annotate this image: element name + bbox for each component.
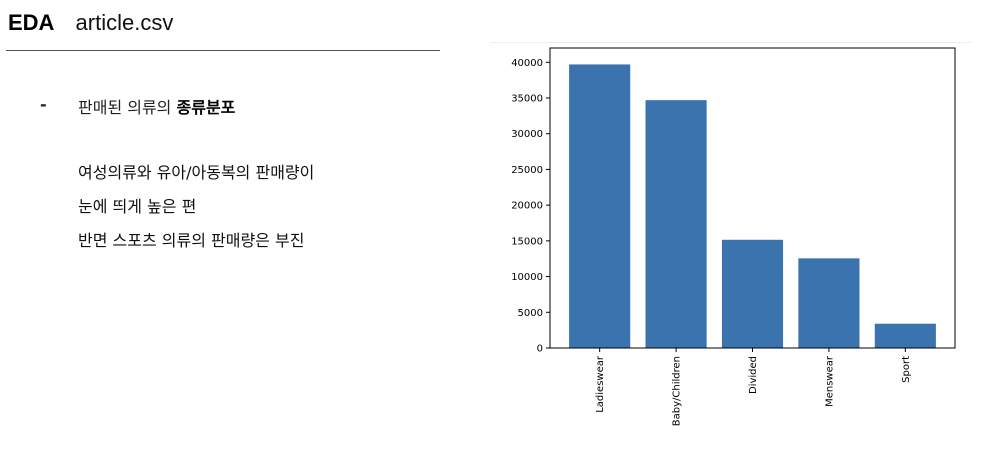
slide-header: EDA article.csv xyxy=(8,10,173,40)
bar xyxy=(798,258,860,348)
bar xyxy=(645,100,707,348)
y-tick-label: 0 xyxy=(537,344,543,355)
slide-subtitle: article.csv xyxy=(75,10,174,35)
slide-title: EDA xyxy=(8,10,55,35)
bullet-marker: - xyxy=(40,95,47,114)
bullet-heading-normal: 판매된 의류의 xyxy=(78,98,177,117)
chart-top-border xyxy=(490,42,972,43)
bar xyxy=(569,64,631,348)
x-tick-label: Ladieswear xyxy=(595,355,606,413)
plot-frame xyxy=(549,47,956,349)
x-tick-label: Menswear xyxy=(824,355,835,407)
y-tick-label: 30000 xyxy=(511,129,543,140)
bar-chart: Ladieswear Baby/Children Divided Menswear Sp… xyxy=(511,47,956,426)
x-tick-label: Baby/Children xyxy=(672,356,683,426)
body-line: 눈에 띄게 높은 편 xyxy=(78,197,197,216)
header-divider xyxy=(6,50,440,51)
x-tick-label: Divided xyxy=(748,356,759,394)
y-tick-label: 35000 xyxy=(511,94,543,105)
y-tick-label: 15000 xyxy=(511,236,543,247)
bar xyxy=(721,239,784,348)
bullet-heading: 판매된 의류의 종류분포 xyxy=(78,94,235,118)
y-tick-label: 25000 xyxy=(511,165,543,176)
bullet-body: 여성의류와 유아/아동복의 판매량이 눈에 띄게 높은 편 반면 스포츠 의류의… xyxy=(78,156,314,258)
x-tick-label: Sport xyxy=(901,356,912,383)
bar xyxy=(874,323,936,348)
body-line: 반면 스포츠 의류의 판매량은 부진 xyxy=(78,231,305,250)
bullet-heading-bold: 종류분포 xyxy=(176,98,236,117)
y-tick-label: 40000 xyxy=(511,58,543,69)
y-tick-label: 20000 xyxy=(511,201,543,212)
body-line: 여성의류와 유아/아동복의 판매량이 xyxy=(78,163,315,182)
y-tick-label: 10000 xyxy=(511,272,543,283)
y-tick-label: 5000 xyxy=(518,308,543,319)
